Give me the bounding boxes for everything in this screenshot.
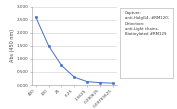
Text: Capture:
anti-HuIgG4, #RM120;
Detection:
anti-Light chains,
Biotinylated #RM129: Capture: anti-HuIgG4, #RM120; Detection:… — [125, 11, 169, 36]
Y-axis label: Abs (450 nm): Abs (450 nm) — [10, 29, 15, 62]
